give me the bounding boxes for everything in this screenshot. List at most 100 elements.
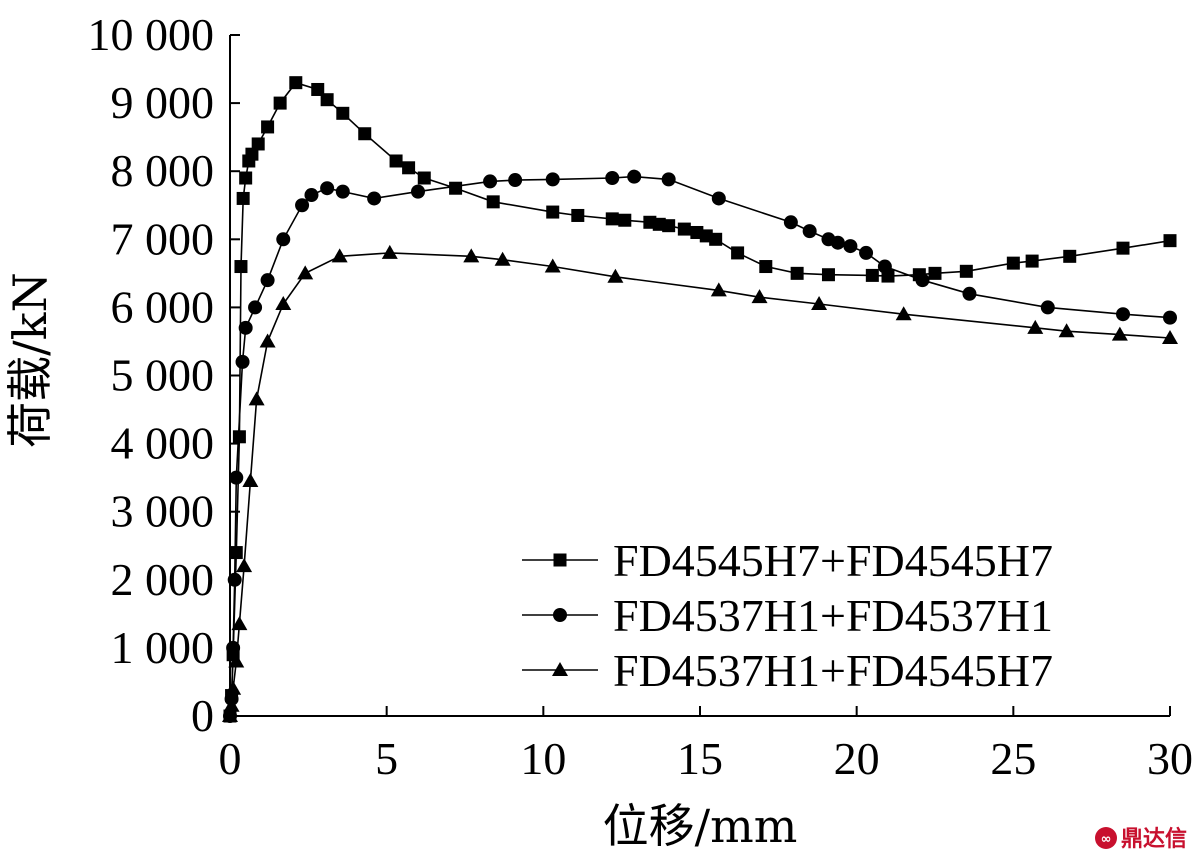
data-point: [486, 195, 500, 209]
data-point: [962, 286, 977, 301]
data-point: [1162, 330, 1178, 345]
data-point: [225, 680, 242, 695]
watermark-logo-text: 鼎达信: [1121, 826, 1187, 852]
x-tick-label: 5: [375, 733, 398, 784]
y-tick-label: 10 000: [88, 9, 215, 60]
data-point: [494, 251, 511, 266]
data-point: [1163, 234, 1177, 248]
data-point: [289, 76, 303, 90]
data-point: [229, 470, 244, 485]
data-point: [228, 653, 245, 668]
data-point: [239, 171, 253, 185]
data-point: [367, 191, 382, 206]
data-point: [607, 268, 624, 283]
data-point: [222, 708, 238, 722]
data-point: [811, 295, 828, 310]
data-point: [731, 246, 745, 260]
data-point: [449, 181, 463, 195]
data-point: [242, 473, 259, 488]
data-point: [483, 174, 498, 189]
series-layer: [222, 76, 1178, 723]
data-point: [1111, 326, 1128, 341]
data-point: [928, 266, 942, 280]
data-point: [1116, 241, 1130, 255]
data-point: [261, 120, 275, 134]
data-point: [843, 239, 858, 254]
y-tick-label: 6 000: [111, 281, 215, 332]
data-point: [320, 181, 335, 196]
x-tick-label: 0: [219, 733, 242, 784]
legend-marker: [552, 662, 568, 676]
data-point: [709, 232, 723, 246]
data-point: [251, 137, 265, 151]
y-tick-label: 3 000: [111, 486, 215, 537]
x-tick-label: 20: [834, 733, 880, 784]
legend-marker: [553, 553, 567, 567]
legend-marker: [553, 608, 567, 622]
x-tick-label: 15: [677, 733, 723, 784]
data-point: [605, 171, 620, 186]
data-point: [238, 320, 253, 335]
data-point: [276, 232, 291, 247]
data-point: [232, 430, 246, 444]
data-point: [802, 224, 817, 239]
data-point: [1027, 319, 1044, 334]
y-tick-label: 7 000: [111, 213, 215, 264]
data-point: [821, 268, 835, 282]
x-axis-title: 位移/mm: [603, 799, 798, 853]
y-tick-label: 4 000: [111, 418, 215, 469]
x-tick-label: 30: [1147, 733, 1193, 784]
data-point: [411, 184, 425, 199]
data-point: [546, 205, 560, 219]
data-point: [295, 198, 310, 213]
data-point: [605, 212, 619, 226]
y-tick-label: 5 000: [111, 350, 215, 401]
watermark-logo-icon-glyph: ∞: [1101, 832, 1112, 847]
data-point: [508, 173, 523, 188]
data-point: [751, 289, 768, 304]
data-point: [389, 154, 403, 168]
data-point: [865, 268, 879, 282]
legend-label: FD4537H1+FD4545H7: [613, 645, 1053, 696]
data-point: [1116, 307, 1130, 322]
data-point: [236, 191, 250, 205]
data-point: [790, 266, 804, 280]
data-point: [1040, 300, 1055, 315]
x-ticks: 0 5 10 15 20 25 30: [219, 706, 1193, 784]
data-point: [1025, 254, 1039, 268]
data-point: [227, 572, 242, 587]
data-point: [895, 306, 912, 321]
data-point: [571, 208, 585, 222]
data-point: [759, 260, 773, 274]
data-point: [275, 295, 292, 310]
data-point: [304, 188, 319, 203]
watermark-logo-icon: [1095, 827, 1117, 849]
y-axis-title: 荷载/kN: [3, 272, 57, 448]
legend-label: FD4537H1+FD4537H1: [613, 590, 1053, 641]
data-point: [235, 354, 250, 369]
data-point: [236, 558, 253, 573]
x-tick-label: 25: [990, 733, 1036, 784]
data-point: [545, 172, 560, 187]
data-point: [381, 244, 398, 259]
data-point: [358, 127, 372, 141]
data-point: [915, 273, 930, 288]
y-tick-label: 8 000: [111, 145, 215, 196]
legend-item: FD4545H7+FD4545H7: [522, 535, 1053, 586]
data-point: [231, 616, 248, 631]
y-tick-label: 0: [191, 690, 214, 741]
data-point: [417, 171, 431, 185]
data-point: [245, 147, 259, 161]
data-point: [627, 169, 642, 184]
data-point: [229, 546, 243, 560]
data-point: [959, 264, 973, 278]
legend: FD4545H7+FD4545H7FD4537H1+FD4537H1FD4537…: [522, 535, 1053, 696]
data-point: [710, 282, 727, 297]
data-point: [248, 391, 265, 406]
data-point: [331, 248, 348, 263]
y-tick-label: 9 000: [111, 77, 215, 128]
data-point: [618, 213, 632, 227]
y-tick-label: 1 000: [111, 622, 215, 673]
data-point: [248, 300, 263, 315]
y-tick-label: 2 000: [111, 554, 215, 605]
